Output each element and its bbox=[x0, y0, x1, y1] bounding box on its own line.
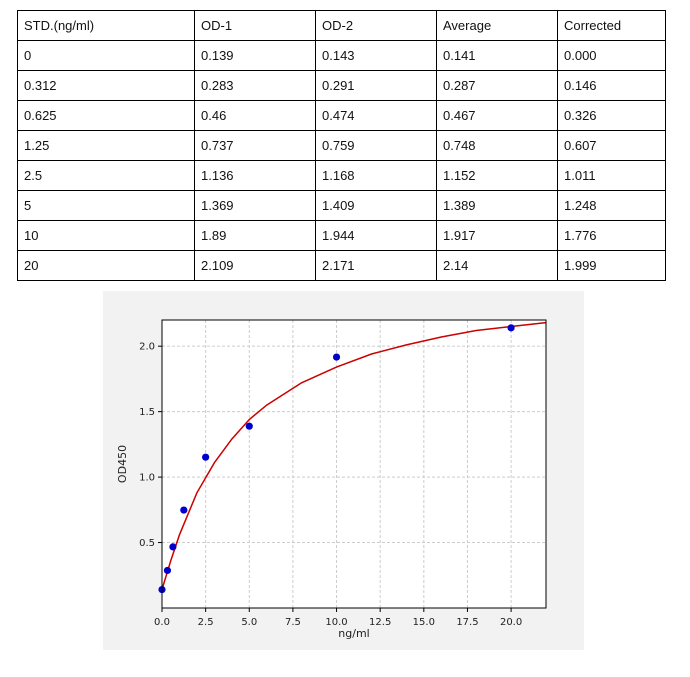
x-tick-label: 2.5 bbox=[198, 617, 214, 628]
x-tick-label: 15.0 bbox=[413, 617, 435, 628]
table-cell: 1.389 bbox=[436, 190, 558, 221]
plot-area bbox=[162, 320, 546, 608]
table-row: 5 1.369 1.409 1.389 1.248 bbox=[17, 190, 666, 221]
table-cell: 0 bbox=[17, 40, 195, 71]
table-cell: 1.011 bbox=[557, 160, 666, 191]
table-cell: 0.625 bbox=[17, 100, 195, 131]
column-header: STD.(ng/ml) bbox=[17, 10, 195, 41]
fit-curve-line bbox=[161, 321, 547, 590]
table-cell: 2.171 bbox=[315, 250, 437, 281]
table-row: 10 1.89 1.944 1.917 1.776 bbox=[17, 220, 666, 251]
table-cell: 1.944 bbox=[315, 220, 437, 251]
table-row: 2.5 1.136 1.168 1.152 1.011 bbox=[17, 160, 666, 191]
table-cell: 0.141 bbox=[436, 40, 558, 71]
table-cell: 1.999 bbox=[557, 250, 666, 281]
table-cell: 0.146 bbox=[557, 70, 666, 101]
table-row: 0.625 0.46 0.474 0.467 0.326 bbox=[17, 100, 666, 131]
data-point bbox=[202, 453, 210, 461]
table-cell: 0.000 bbox=[557, 40, 666, 71]
y-axis-label: OD450 bbox=[116, 445, 129, 483]
table-cell: 0.139 bbox=[194, 40, 316, 71]
table-cell: 1.917 bbox=[436, 220, 558, 251]
table-row: 0.312 0.283 0.291 0.287 0.146 bbox=[17, 70, 666, 101]
table-cell: 1.409 bbox=[315, 190, 437, 221]
column-header: OD-2 bbox=[315, 10, 437, 41]
table-cell: 1.776 bbox=[557, 220, 666, 251]
table-cell: 0.467 bbox=[436, 100, 558, 131]
data-point bbox=[245, 422, 253, 430]
x-tick-label: 17.5 bbox=[456, 617, 478, 628]
column-header: Average bbox=[436, 10, 558, 41]
table-cell: 20 bbox=[17, 250, 195, 281]
data-point bbox=[169, 543, 177, 551]
table-cell: 0.759 bbox=[315, 130, 437, 161]
x-tick-label: 12.5 bbox=[369, 617, 391, 628]
data-point bbox=[507, 324, 515, 332]
x-tick-label: 0.0 bbox=[154, 617, 170, 628]
table-cell: 0.312 bbox=[17, 70, 195, 101]
table-cell: 1.25 bbox=[17, 130, 195, 161]
x-tick-label: 20.0 bbox=[500, 617, 522, 628]
data-point bbox=[180, 506, 188, 514]
table-row: 0 0.139 0.143 0.141 0.000 bbox=[17, 40, 666, 71]
table-header-row: STD.(ng/ml) OD-1 OD-2 Average Corrected bbox=[17, 10, 666, 41]
table-cell: 10 bbox=[17, 220, 195, 251]
table-cell: 2.14 bbox=[436, 250, 558, 281]
table-cell: 1.152 bbox=[436, 160, 558, 191]
table-cell: 0.748 bbox=[436, 130, 558, 161]
table-row: 20 2.109 2.171 2.14 1.999 bbox=[17, 250, 666, 281]
table-cell: 0.607 bbox=[557, 130, 666, 161]
x-tick-label: 7.5 bbox=[285, 617, 301, 628]
table-cell: 2.109 bbox=[194, 250, 316, 281]
x-tick-label: 10.0 bbox=[325, 617, 347, 628]
chart-svg: 0.0 2.5 5.0 7.5 10.0 12.5 15.0 17.5 20.0 0.5 1.0 1.… bbox=[103, 291, 584, 650]
table-cell: 1.89 bbox=[194, 220, 316, 251]
column-header: Corrected bbox=[557, 10, 666, 41]
table-cell: 0.46 bbox=[194, 100, 316, 131]
column-header: OD-1 bbox=[194, 10, 316, 41]
table-cell: 0.291 bbox=[315, 70, 437, 101]
y-tick-label: 1.5 bbox=[139, 407, 155, 418]
table-cell: 0.737 bbox=[194, 130, 316, 161]
table-cell: 0.283 bbox=[194, 70, 316, 101]
data-point bbox=[163, 566, 172, 575]
table-cell: 1.168 bbox=[315, 160, 437, 191]
table-cell: 0.143 bbox=[315, 40, 437, 71]
standard-curve-chart: 0.0 2.5 5.0 7.5 10.0 12.5 15.0 17.5 20.0 0.5 1.0 1.… bbox=[103, 291, 584, 650]
table-cell: 1.136 bbox=[194, 160, 316, 191]
table-cell: 2.5 bbox=[17, 160, 195, 191]
x-tick-label: 5.0 bbox=[241, 617, 257, 628]
y-tick-label: 2.0 bbox=[139, 342, 155, 353]
table-cell: 0.474 bbox=[315, 100, 437, 131]
data-point bbox=[332, 353, 341, 361]
plot-frame bbox=[161, 319, 547, 609]
table-cell: 5 bbox=[17, 190, 195, 221]
table-cell: 1.369 bbox=[194, 190, 316, 221]
y-tick-label: 1.0 bbox=[139, 473, 155, 484]
table-cell: 0.287 bbox=[436, 70, 558, 101]
standard-curve-table: STD.(ng/ml) OD-1 OD-2 Average Corrected 0 0.13… bbox=[17, 10, 666, 281]
table-cell: 1.248 bbox=[557, 190, 666, 221]
table-row: 1.25 0.737 0.759 0.748 0.607 bbox=[17, 130, 666, 161]
y-tick-label: 0.5 bbox=[139, 538, 155, 549]
table-cell: 0.326 bbox=[557, 100, 666, 131]
x-axis-label: ng/ml bbox=[338, 627, 369, 640]
